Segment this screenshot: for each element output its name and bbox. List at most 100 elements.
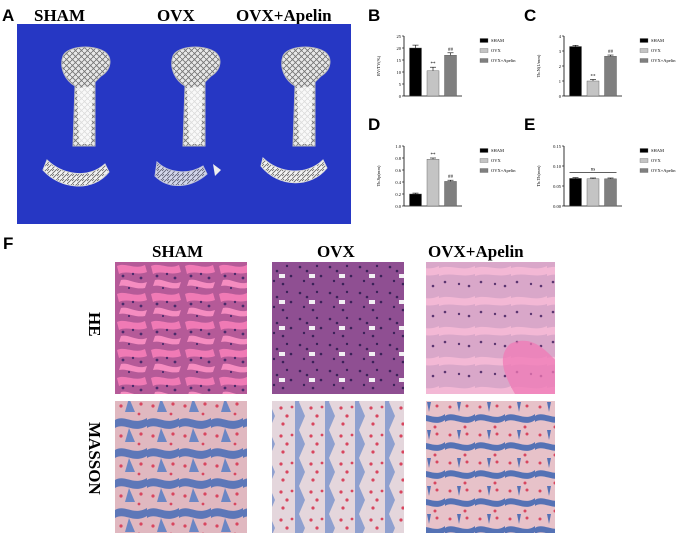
panel-f-letter: F <box>3 234 14 253</box>
bracket-label: ns <box>591 167 596 172</box>
y-axis-label: Tb.Th(mm) <box>536 165 541 187</box>
bar-sham <box>569 178 582 207</box>
panel-a-label-ovx: OVX <box>157 6 195 25</box>
y-tick-label: 1 <box>559 79 561 84</box>
femur-ovx <box>171 46 221 147</box>
row-label-masson: MASSON <box>85 422 104 495</box>
masson-ovx-image <box>272 401 404 533</box>
he-sham-image <box>115 262 247 394</box>
y-tick-label: 0.0 <box>395 204 401 209</box>
micro-ct-renderings <box>42 46 331 187</box>
panel-a-letter: A <box>2 6 15 25</box>
legend-swatch <box>639 168 649 173</box>
y-tick-label: 3 <box>559 49 562 54</box>
y-tick-label: 20 <box>397 46 402 51</box>
bar-ovx-apelin <box>604 56 617 97</box>
bar-ovx <box>426 159 440 207</box>
bar-sham <box>409 47 422 97</box>
legend-swatch <box>479 48 489 53</box>
bar-ovx-apelin <box>604 178 617 207</box>
masson-ovx-apelin-image <box>426 401 555 533</box>
legend-label: OVX+Apelin <box>491 168 516 173</box>
panel-e-letter: E <box>524 115 536 134</box>
histology-grid <box>115 262 555 533</box>
row-label-he: HE <box>85 312 104 337</box>
trabecular-section-sham <box>42 159 110 187</box>
y-axis-label: Tb.Sp(mm) <box>376 165 381 186</box>
legend-label: OVX <box>651 48 661 53</box>
chart-tb-th: 0.00 0.05 0.10 0.15 Tb.Th(mm) ns SHAM OVX OVX+Ap… <box>536 144 676 209</box>
panel-f-col-ovx: OVX <box>317 242 355 261</box>
significance-mark: ## <box>448 48 454 53</box>
y-tick-label: 0.4 <box>395 180 401 185</box>
y-axis-label: Tb.N(1/mm) <box>536 54 541 77</box>
legend-label: OVX+Apelin <box>651 168 676 173</box>
femur-ovx-apelin <box>281 46 331 147</box>
panel-a-label-ovx-apelin: OVX+Apelin <box>236 6 332 25</box>
bar-ovx-apelin <box>444 181 457 207</box>
panel-f-col-sham: SHAM <box>152 242 203 261</box>
legend-label: OVX <box>491 158 501 163</box>
bar-ovx <box>426 70 440 97</box>
chart-bv-tv: 0 5 10 15 20 25 BV/TV(%) ** ## SHAM OVX OVX+Apelin <box>376 34 516 99</box>
legend-label: SHAM <box>491 148 504 153</box>
y-tick-label: 0.05 <box>553 184 562 189</box>
legend-label: SHAM <box>651 148 664 153</box>
legend-label: SHAM <box>651 38 664 43</box>
legend-swatch <box>639 38 649 43</box>
legend-label: OVX+Apelin <box>651 58 676 63</box>
chart-tb-sp: 0.0 0.2 0.4 0.6 0.8 1.0 Tb.Sp(mm) ** ## SHAM OVX OV… <box>376 144 516 209</box>
significance-mark: ** <box>431 62 437 67</box>
y-tick-label: 25 <box>397 34 402 39</box>
legend-swatch <box>639 58 649 63</box>
bar-sham <box>569 46 582 97</box>
legend-swatch <box>479 158 489 163</box>
legend-swatch <box>639 48 649 53</box>
bar-ovx <box>586 80 600 97</box>
masson-sham-image <box>115 401 247 533</box>
panel-b-letter: B <box>368 6 381 25</box>
legend-label: SHAM <box>491 38 504 43</box>
legend-swatch <box>479 58 489 63</box>
y-tick-label: 1.0 <box>395 144 401 149</box>
y-tick-label: 2 <box>559 64 561 69</box>
y-tick-label: 0.15 <box>553 144 562 149</box>
legend-swatch <box>639 148 649 153</box>
y-tick-label: 0 <box>559 94 562 99</box>
micro-ct-image-panel <box>17 24 351 224</box>
legend-swatch <box>479 38 489 43</box>
panel-c-letter: C <box>524 6 537 25</box>
y-tick-label: 0.6 <box>395 168 401 173</box>
legend-label: OVX <box>491 48 501 53</box>
bar-sham <box>409 193 422 207</box>
trabecular-section-ovx <box>154 160 221 186</box>
y-tick-label: 0 <box>399 94 402 99</box>
bar-ovx-apelin <box>444 55 457 97</box>
y-tick-label: 0.8 <box>395 156 401 161</box>
panel-f-col-ovx-apelin: OVX+Apelin <box>428 242 524 261</box>
significance-mark: ## <box>448 175 454 180</box>
trabecular-section-ovx-apelin <box>260 157 328 184</box>
y-tick-label: 0.00 <box>553 204 562 209</box>
he-ovx-image <box>272 262 404 394</box>
significance-mark: ** <box>591 75 597 80</box>
y-tick-label: 4 <box>559 34 562 39</box>
panel-d-letter: D <box>368 115 381 134</box>
y-tick-label: 0.10 <box>553 164 562 169</box>
y-tick-label: 0.2 <box>395 192 401 197</box>
panel-a-label-sham: SHAM <box>34 6 85 25</box>
legend-swatch <box>639 158 649 163</box>
legend-swatch <box>479 168 489 173</box>
femur-sham <box>61 46 111 147</box>
legend-label: OVX <box>651 158 661 163</box>
chart-tb-n: 0 1 2 3 4 Tb.N(1/mm) ** ## SHAM OVX OVX+Apelin <box>536 34 676 99</box>
y-tick-label: 10 <box>397 70 402 75</box>
significance-mark: ## <box>608 50 614 55</box>
legend-label: OVX+Apelin <box>491 58 516 63</box>
y-axis-label: BV/TV(%) <box>376 55 381 76</box>
bar-ovx <box>586 178 600 207</box>
y-tick-label: 5 <box>399 82 402 87</box>
y-tick-label: 15 <box>397 58 402 63</box>
legend-swatch <box>479 148 489 153</box>
significance-mark: ** <box>431 153 437 158</box>
